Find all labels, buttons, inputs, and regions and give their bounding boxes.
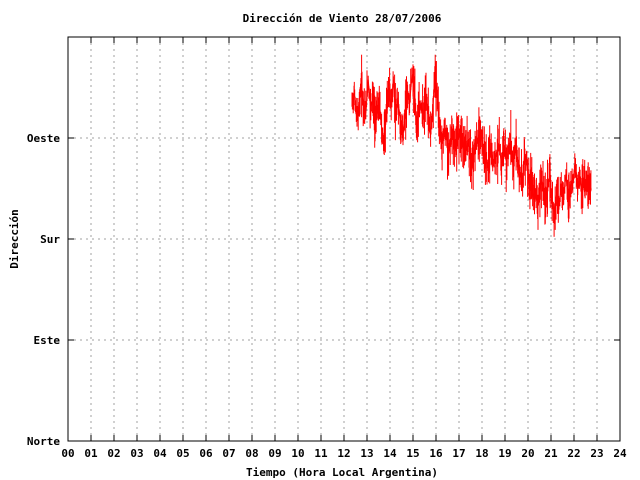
x-tick-label: 06 (199, 447, 213, 460)
y-tick-label: Norte (27, 435, 60, 448)
x-tick-label: 15 (406, 447, 419, 460)
x-tick-label: 20 (521, 447, 534, 460)
x-tick-label: 16 (429, 447, 443, 460)
x-tick-label: 18 (475, 447, 488, 460)
x-tick-label: 10 (291, 447, 304, 460)
x-tick-label: 19 (498, 447, 511, 460)
chart-title: Dirección de Viento 28/07/2006 (243, 12, 442, 25)
x-tick-label: 24 (613, 447, 627, 460)
x-tick-label: 23 (590, 447, 603, 460)
axis-ticks (67, 37, 621, 442)
x-tick-label: 00 (61, 447, 74, 460)
x-axis-label: Tiempo (Hora Local Argentina) (246, 466, 438, 479)
grid-lines (68, 37, 620, 441)
x-tick-label: 11 (314, 447, 328, 460)
x-tick-label: 03 (130, 447, 143, 460)
y-tick-label: Este (34, 334, 61, 347)
x-tick-label: 04 (153, 447, 167, 460)
x-tick-label: 07 (222, 447, 235, 460)
x-tick-label: 13 (360, 447, 373, 460)
x-tick-label: 17 (452, 447, 465, 460)
x-tick-label: 02 (107, 447, 120, 460)
x-tick-label: 05 (176, 447, 189, 460)
x-tick-label: 14 (383, 447, 397, 460)
x-tick-label: 09 (268, 447, 281, 460)
x-tick-label: 12 (337, 447, 350, 460)
x-tick-label: 01 (84, 447, 98, 460)
x-tick-label: 21 (544, 447, 558, 460)
y-tick-label: Oeste (27, 132, 60, 145)
y-tick-label: Sur (40, 233, 60, 246)
y-axis-label: Dirección (8, 209, 21, 269)
x-tick-label: 22 (567, 447, 580, 460)
x-tick-labels: 00 01 02 03 04 05 06 07 08 09 10 11 12 13 14 15 16 17 18 19… (61, 447, 627, 460)
series-variability-spikes (351, 54, 592, 237)
y-tick-labels: Norte Este Sur Oeste (27, 132, 60, 448)
x-tick-label: 08 (245, 447, 258, 460)
